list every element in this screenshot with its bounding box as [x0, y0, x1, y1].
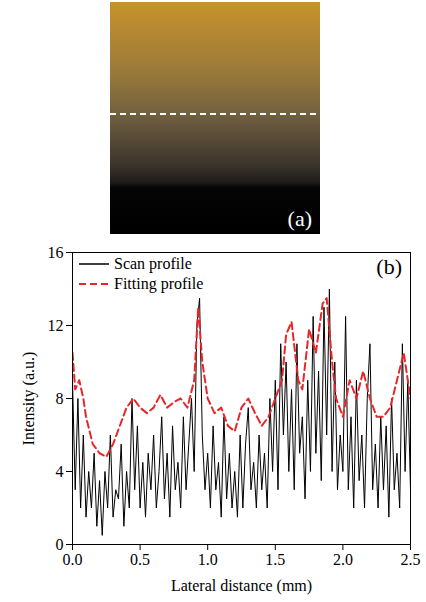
html-text:Scan profile: Scan profile [114, 255, 192, 272]
svg-text:1.5: 1.5 [265, 551, 285, 568]
svg-text:Lateral distance (mm): Lateral distance (mm) [171, 577, 312, 595]
svg-text:0.0: 0.0 [63, 551, 83, 568]
svg-text:Intensity (a.u.): Intensity (a.u.) [20, 352, 38, 446]
svg-text:4: 4 [56, 463, 64, 480]
svg-text:12: 12 [48, 317, 64, 334]
svg-text:2.5: 2.5 [401, 551, 421, 568]
svg-text:(a): (a) [288, 206, 312, 231]
html-text:(b): (b) [376, 254, 402, 279]
html-text:Fitting profile: Fitting profile [114, 275, 204, 292]
svg-text:1.0: 1.0 [198, 551, 218, 568]
svg-text:0.5: 0.5 [130, 551, 150, 568]
svg-text:16: 16 [48, 244, 64, 261]
svg-text:0: 0 [55, 535, 64, 553]
svg-text:8: 8 [56, 390, 64, 407]
svg-text:2.0: 2.0 [333, 551, 353, 568]
